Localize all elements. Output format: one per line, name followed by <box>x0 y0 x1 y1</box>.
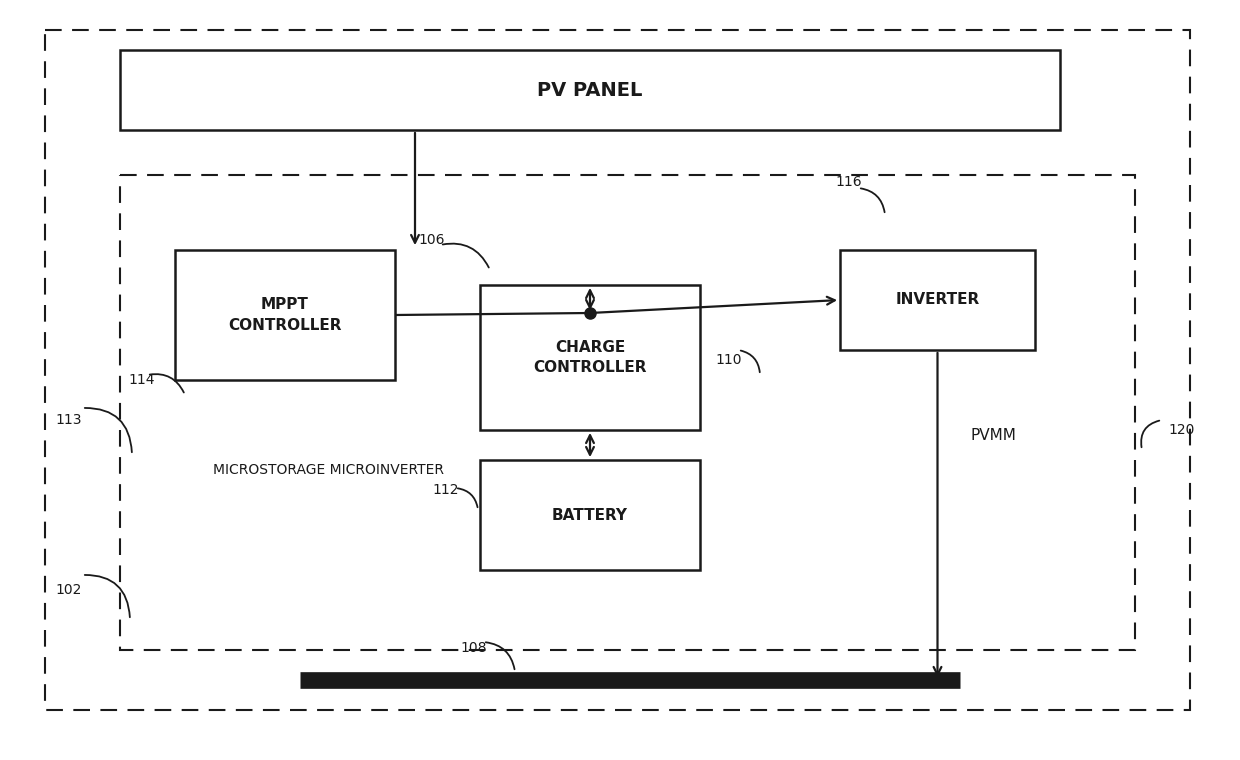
Text: BATTERY: BATTERY <box>552 508 627 523</box>
Text: 120: 120 <box>1168 423 1194 437</box>
Text: MICROSTORAGE MICROINVERTER: MICROSTORAGE MICROINVERTER <box>213 463 444 477</box>
Text: 102: 102 <box>55 583 82 597</box>
Bar <box>480 460 701 570</box>
Text: PVMM: PVMM <box>970 427 1016 442</box>
Text: INVERTER: INVERTER <box>895 293 980 308</box>
Bar <box>480 285 701 430</box>
Bar <box>120 50 1060 130</box>
Text: 113: 113 <box>55 413 82 427</box>
Text: CHARGE
CONTROLLER: CHARGE CONTROLLER <box>533 340 647 375</box>
Text: 110: 110 <box>715 353 742 367</box>
Text: PV PANEL: PV PANEL <box>537 81 642 100</box>
Text: 116: 116 <box>835 175 862 189</box>
Text: 112: 112 <box>432 483 459 497</box>
Text: MPPT
CONTROLLER: MPPT CONTROLLER <box>228 297 342 333</box>
Bar <box>839 250 1035 350</box>
Text: 106: 106 <box>418 233 444 247</box>
Text: 114: 114 <box>128 373 155 387</box>
Bar <box>175 250 396 380</box>
Text: 108: 108 <box>460 641 486 655</box>
